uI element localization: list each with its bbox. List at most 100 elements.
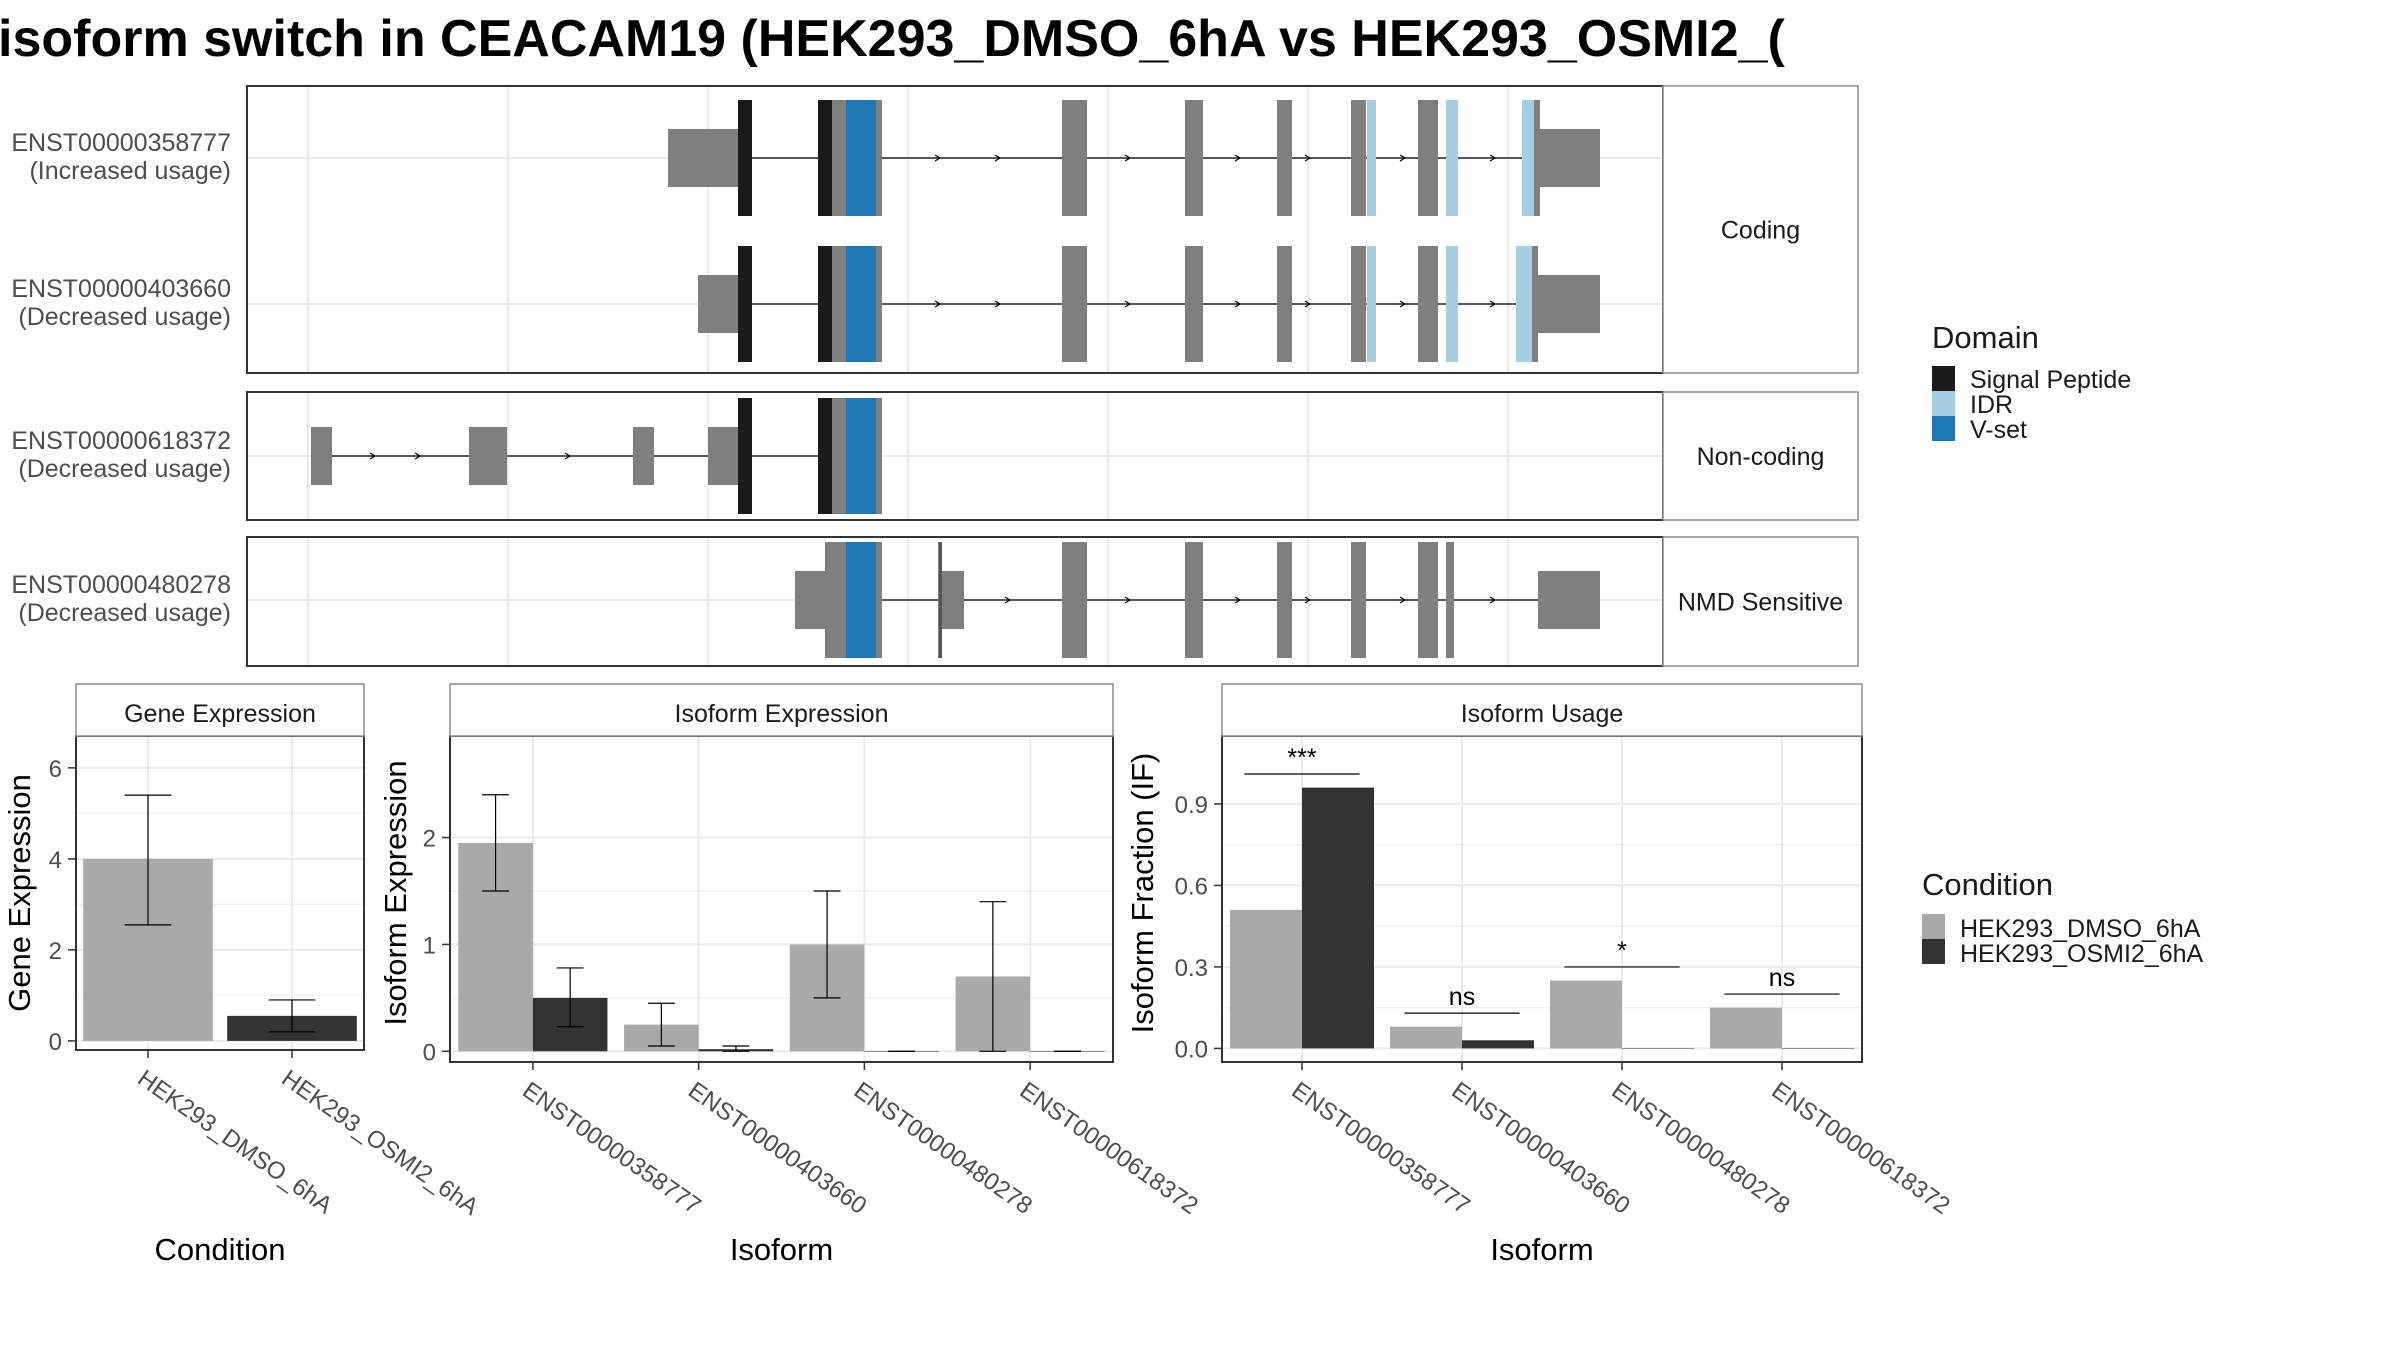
- bar: [1390, 1026, 1462, 1049]
- strand-arrow: [1004, 596, 1012, 604]
- y-axis-title: Gene Expression: [2, 774, 37, 1012]
- legend-label: HEK293_OSMI2_6hA: [1960, 940, 2204, 968]
- group-strip: [1662, 85, 1859, 374]
- strand-arrow: [994, 300, 1002, 308]
- expression-bar-charts: Gene Expression0246HEK293_DMSO_6hAHEK293…: [2, 683, 1955, 1267]
- strand-arrow: [1124, 154, 1132, 162]
- strand-arrow: [994, 154, 1002, 162]
- isoform-usage-label: (Decreased usage): [18, 455, 231, 483]
- bar: [1710, 1007, 1782, 1049]
- exon: [1418, 542, 1438, 658]
- exon: [469, 427, 507, 485]
- strand-arrow: [1124, 300, 1132, 308]
- domain-signal-peptide: [818, 398, 832, 514]
- exon: [795, 571, 825, 629]
- exon: [1062, 246, 1087, 362]
- significance-label: ns: [1769, 964, 1795, 992]
- strand-arrow: [414, 452, 422, 460]
- y-tick-label: 0: [423, 1039, 436, 1066]
- exon: [1351, 542, 1366, 658]
- exon: [1351, 246, 1366, 362]
- domain-vset: [846, 246, 876, 362]
- bar: [1230, 909, 1302, 1049]
- exon: [311, 427, 332, 485]
- domain-vset: [846, 542, 876, 658]
- strand-arrow: [1489, 596, 1497, 604]
- bar: [1550, 980, 1622, 1049]
- domain-idr: [1446, 246, 1458, 362]
- exon: [1185, 542, 1203, 658]
- exon: [708, 427, 738, 485]
- bar-chart-panel: *** ns * ns Isoform Usage 0.0 0.3 0.6 0.9 ENST000…: [1125, 683, 1955, 1267]
- bar: [1782, 1048, 1854, 1049]
- bar: [1622, 1048, 1694, 1049]
- exon: [698, 275, 738, 333]
- figure-title: isoform switch in CEACAM19 (HEK293_DMSO_…: [0, 10, 1785, 68]
- x-tick-label: ENST00000618372: [1767, 1077, 1955, 1220]
- exon: [1351, 100, 1366, 216]
- y-tick-label: 0.6: [1175, 873, 1208, 900]
- strand-arrow: [1489, 154, 1497, 162]
- strand-arrow: [1234, 596, 1242, 604]
- isoform-usage-label: (Increased usage): [29, 157, 231, 185]
- exon: [1538, 571, 1600, 629]
- isoform-id-label: ENST00000480278: [11, 571, 231, 599]
- significance-label: ***: [1287, 744, 1316, 772]
- panel-strip: [75, 683, 365, 737]
- exon: [1062, 542, 1087, 658]
- isoform-track: [311, 398, 882, 514]
- legend-label: IDR: [1970, 391, 2013, 419]
- y-tick-label: 0: [49, 1029, 62, 1056]
- isoform-track: [795, 542, 1600, 658]
- condition-legend-title: Condition: [1922, 867, 2053, 902]
- panel-title: Isoform Expression: [675, 700, 889, 728]
- exon: [1277, 246, 1292, 362]
- isoform-usage-label: (Decreased usage): [18, 303, 231, 331]
- exon: [1185, 246, 1203, 362]
- isoform-id-label: ENST00000403660: [11, 275, 231, 303]
- exon: [1418, 100, 1438, 216]
- isoform-id-label: ENST00000618372: [11, 427, 231, 455]
- exon: [1277, 100, 1292, 216]
- significance-label: ns: [1449, 983, 1475, 1011]
- x-tick-label: ENST00000358777: [517, 1077, 705, 1220]
- legend-label: Signal Peptide: [1970, 366, 2131, 394]
- legend-swatch: [1932, 366, 1955, 391]
- y-tick-label: 1: [423, 932, 436, 959]
- legend-swatch: [1922, 914, 1945, 939]
- strand-arrow: [1234, 300, 1242, 308]
- domain-signal-peptide: [818, 100, 832, 216]
- x-axis-title: Isoform: [1490, 1232, 1593, 1267]
- isoform-usage-label: (Decreased usage): [18, 599, 231, 627]
- domain-idr: [1367, 246, 1376, 362]
- isoform-id-label: ENST00000358777: [11, 129, 231, 157]
- y-tick-label: 2: [423, 826, 436, 853]
- y-axis-title: Isoform Fraction (IF): [1125, 753, 1160, 1034]
- strand-arrow: [1399, 596, 1407, 604]
- isoform-track: [668, 100, 1600, 216]
- panel-title: Gene Expression: [124, 700, 316, 728]
- domain-vset: [846, 398, 876, 514]
- exon: [1185, 100, 1203, 216]
- domain-signal-peptide: [738, 398, 752, 514]
- panel-strip: [1221, 683, 1863, 737]
- domain-idr: [1446, 100, 1458, 216]
- legend-label: HEK293_DMSO_6hA: [1960, 915, 2201, 943]
- x-axis-title: Isoform: [730, 1232, 833, 1267]
- domain-vset: [846, 100, 876, 216]
- legend-swatch: [1922, 939, 1945, 964]
- exon: [1418, 246, 1438, 362]
- exon: [939, 542, 942, 658]
- y-tick-label: 4: [49, 847, 62, 874]
- exon: [1277, 542, 1292, 658]
- x-tick-label: ENST00000618372: [1015, 1077, 1203, 1220]
- group-strip: [1662, 391, 1859, 521]
- y-axis-title: Isoform Expression: [378, 760, 413, 1025]
- strand-arrow: [1234, 154, 1242, 162]
- domain-idr: [1367, 100, 1376, 216]
- domain-signal-peptide: [818, 246, 832, 362]
- domain-signal-peptide: [738, 246, 752, 362]
- strand-arrow: [1124, 596, 1132, 604]
- strand-arrow: [934, 300, 942, 308]
